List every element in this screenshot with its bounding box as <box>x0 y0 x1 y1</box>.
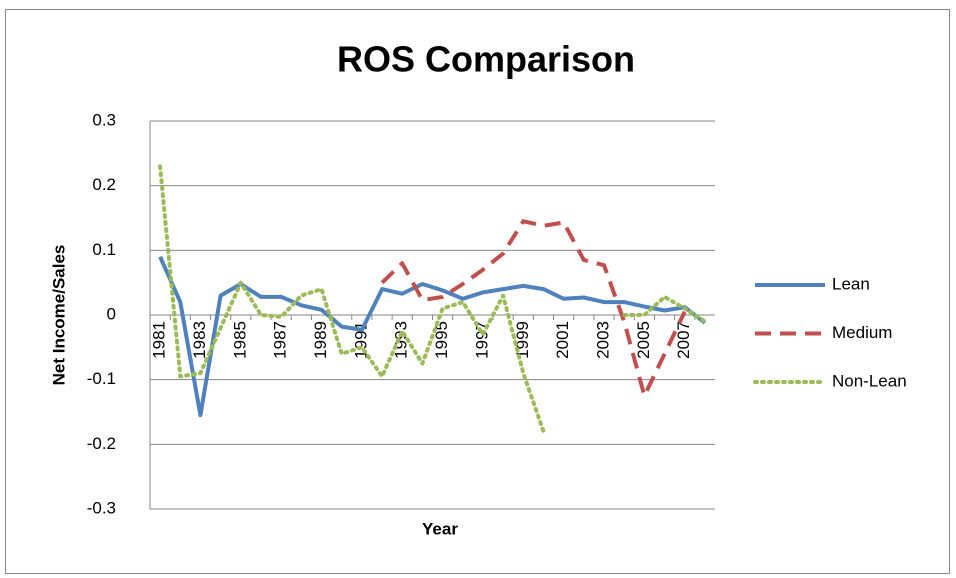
y-tick-label: 0.1 <box>92 240 116 259</box>
series-line <box>158 255 707 418</box>
x-tick-label: 1993 <box>392 321 411 359</box>
x-tick-label: 1995 <box>432 321 451 359</box>
x-tick-label: 1985 <box>230 321 249 359</box>
series-line <box>380 219 687 398</box>
legend-label: Medium <box>832 323 892 342</box>
x-tick-label: 1987 <box>271 321 290 359</box>
x-tick-label: 1997 <box>472 321 491 359</box>
y-tick-label: 0.3 <box>92 110 116 129</box>
x-tick-label: 2003 <box>594 321 613 359</box>
series-line <box>158 164 707 434</box>
x-tick-label: 1983 <box>190 321 209 359</box>
x-tick-label: 2005 <box>634 321 653 359</box>
y-tick-label: -0.2 <box>87 434 116 453</box>
legend-label: Non-Lean <box>832 371 907 390</box>
y-tick-label: 0 <box>107 304 116 323</box>
chart-border <box>5 9 950 574</box>
x-axis-title: Year <box>422 519 458 538</box>
y-tick-label: -0.1 <box>87 369 116 388</box>
y-axis-title: Net Income/Sales <box>49 245 68 386</box>
y-tick-label: 0.2 <box>92 175 116 194</box>
x-tick-label: 1999 <box>513 321 532 359</box>
x-tick-label: 2007 <box>674 321 693 359</box>
chart-title: ROS Comparison <box>337 39 635 80</box>
y-tick-label: -0.3 <box>87 498 116 517</box>
x-tick-label: 1989 <box>311 321 330 359</box>
x-tick-label: 1981 <box>150 321 169 359</box>
legend-label: Lean <box>832 274 870 293</box>
x-tick-label: 2001 <box>553 321 572 359</box>
